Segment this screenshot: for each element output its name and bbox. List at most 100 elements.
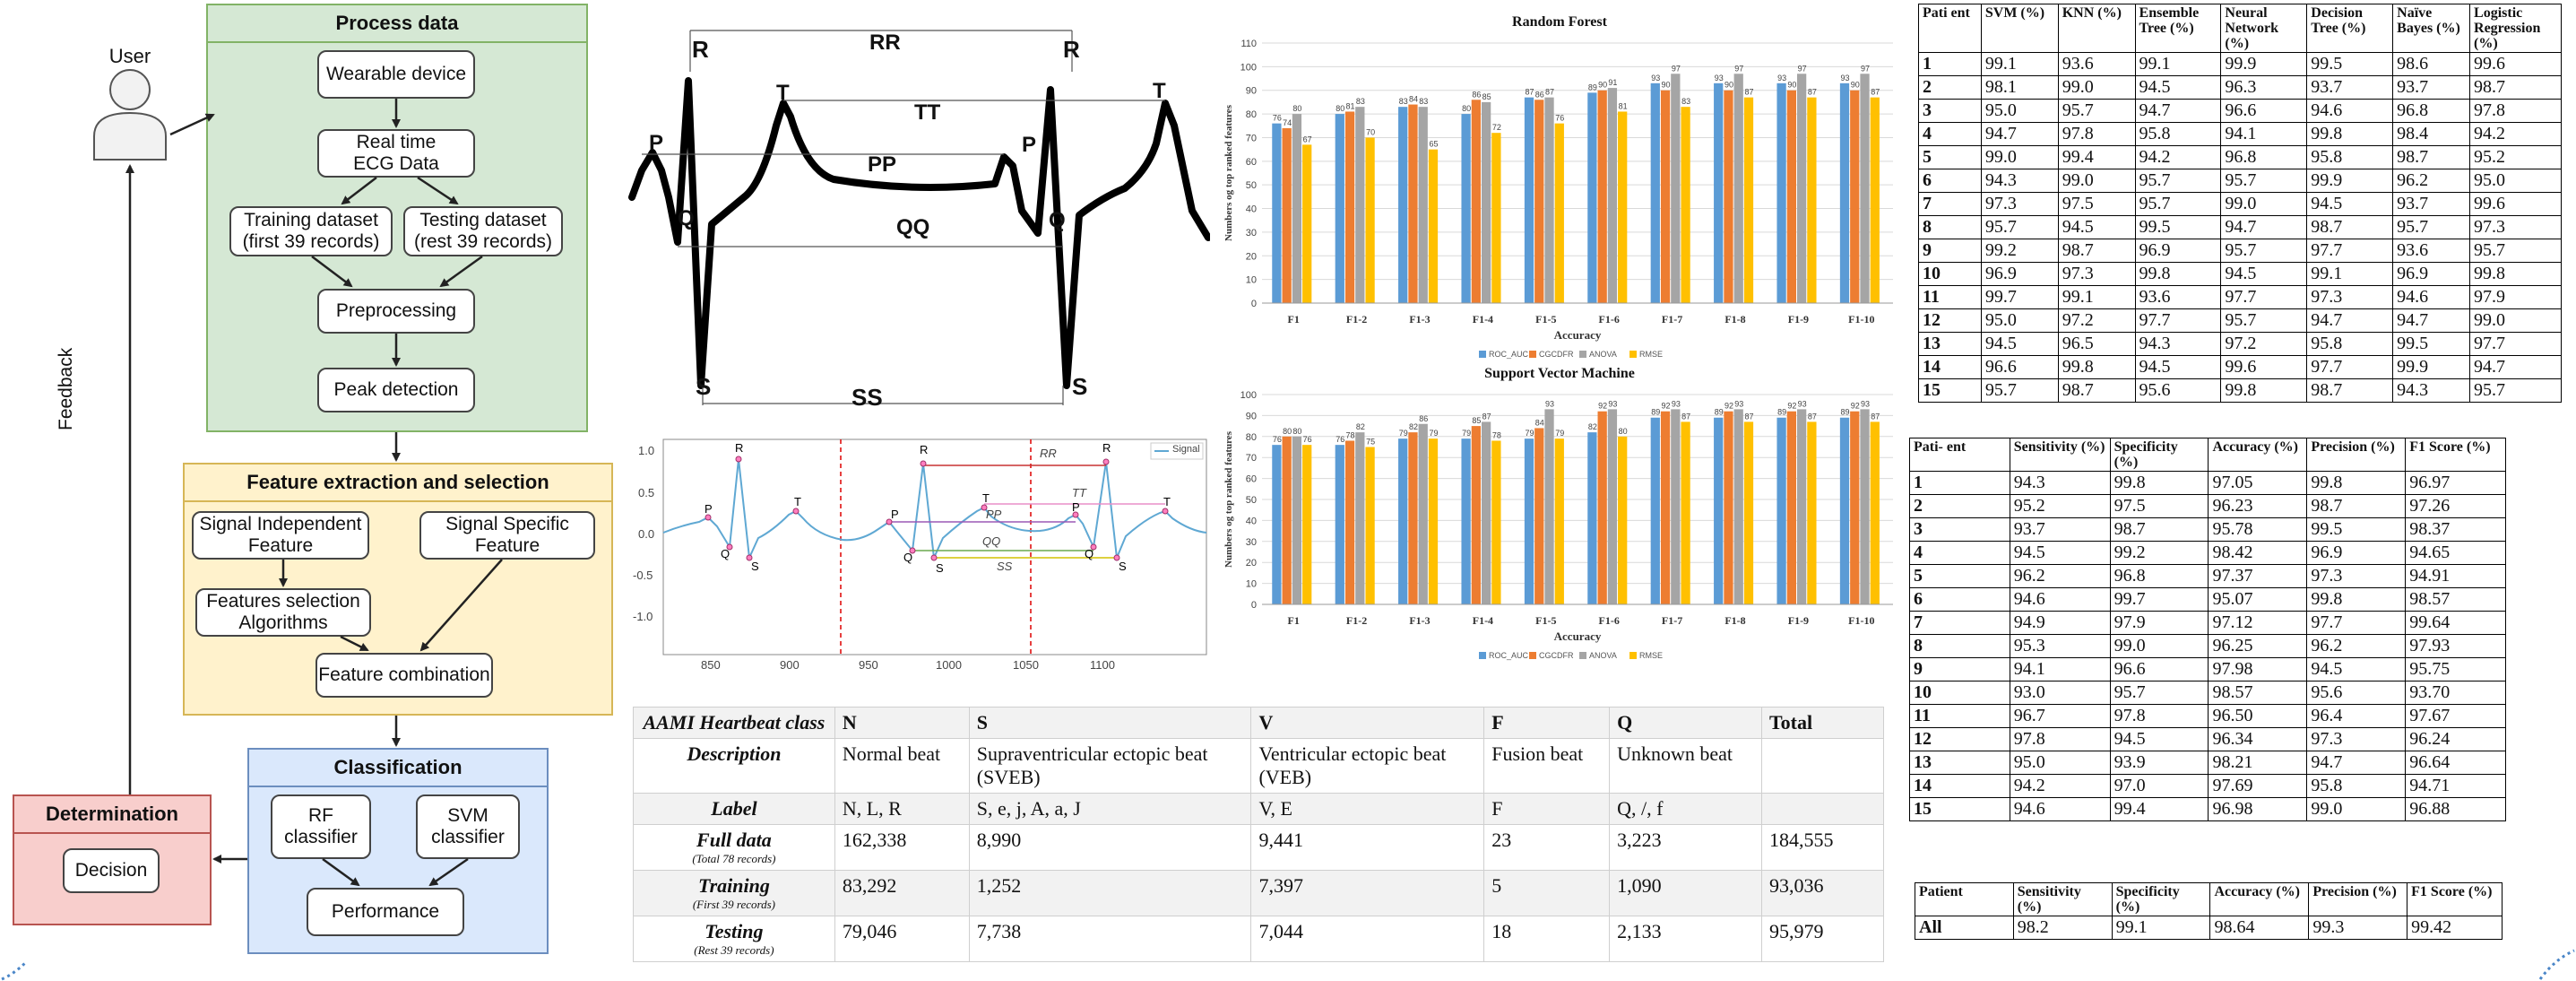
feature-extraction-header: Feature extraction and selection [185, 464, 611, 502]
metrics-table-cell: 14 [1909, 774, 2010, 798]
svm-chart: Support Vector Machine 0 10 20 30 40 50 60 70 80… [1219, 366, 1900, 671]
ecg-label-q1: Q [678, 206, 695, 230]
chart-bar [1418, 107, 1428, 303]
models-table-header-cell: Logistic Regression (%) [2469, 4, 2562, 53]
aami-header-cell: Total [1761, 707, 1884, 739]
metrics-table-cell: 98.37 [2405, 517, 2506, 542]
models-table-cell: 2 [1918, 75, 1982, 100]
models-table-cell: 97.7 [2306, 239, 2394, 263]
metrics-table-cell: 94.65 [2405, 541, 2506, 565]
metrics-table-cell: 94.71 [2405, 774, 2506, 798]
models-table-row: 14 96.6 99.8 94.5 99.6 97.7 99.9 94.7 [1918, 355, 2562, 379]
chart-ytick-label: 30 [1246, 537, 1257, 548]
aami-cell: Ventricular ectopic beat (VEB) [1250, 738, 1485, 794]
models-table-row: 10 96.9 97.3 99.8 94.5 99.1 96.9 99.8 [1918, 262, 2562, 286]
models-table-cell: 3 [1918, 99, 1982, 123]
chart-bar [1481, 101, 1491, 303]
models-table-cell: 99.4 [2057, 145, 2136, 169]
chart-category-label: F1-8 [1725, 313, 1745, 326]
models-table-cell: 93.7 [2306, 75, 2394, 100]
models-table-cell: 96.6 [1980, 355, 2059, 379]
models-table-cell: 94.7 [2134, 99, 2222, 123]
chart-bar [1344, 440, 1355, 604]
models-table-cell: 94.2 [2134, 145, 2222, 169]
ecg-signal-svg [662, 438, 1207, 655]
ecg-label-q2: Q [1049, 208, 1066, 232]
metrics-table-cell: 97.7 [2306, 611, 2407, 635]
models-table-cell: 99.1 [1980, 52, 2059, 76]
chart-bar [1776, 417, 1786, 604]
metrics-table-cell: 97.8 [2009, 727, 2111, 751]
metrics-table-cell: 98.21 [2208, 751, 2308, 775]
ecg-label-s2: S [1072, 373, 1088, 400]
chart-bar [1607, 88, 1618, 303]
models-table-cell: 94.5 [2134, 355, 2222, 379]
metrics-table-header-cell: Precision (%) [2306, 438, 2407, 472]
chart-bar [1733, 409, 1743, 604]
metrics-table-cell: 95.6 [2306, 681, 2407, 705]
chart-category-label: F1-2 [1346, 614, 1367, 627]
models-table-cell: 95.8 [2134, 122, 2222, 146]
aami-row-label-text: Label [711, 797, 757, 820]
metrics-table-cell: 96.24 [2405, 727, 2506, 751]
chart-bar [1786, 411, 1796, 604]
metrics-table-cell: 96.88 [2405, 797, 2506, 821]
metrics-table-cell: 15 [1909, 797, 2010, 821]
models-table-cell: 97.7 [2220, 285, 2308, 309]
chart-bar [1860, 409, 1870, 604]
aami-cell: 95,979 [1761, 916, 1884, 962]
chart-data-label: 74 [1283, 118, 1292, 127]
models-table-cell: 96.9 [1980, 262, 2059, 286]
models-table-cell: 95.7 [2469, 378, 2562, 403]
chart-ytick-label: 80 [1246, 432, 1257, 443]
chart-y-axis-label: Numbers og top ranked features [1223, 430, 1234, 568]
metrics-table-cell: 94.1 [2009, 657, 2111, 681]
models-table-cell: 99.0 [2469, 308, 2562, 333]
chart-data-label: 76 [1273, 114, 1282, 123]
chart-data-label: 85 [1472, 416, 1481, 425]
models-table-cell: 93.7 [2392, 75, 2471, 100]
chart-data-label: 97 [1672, 64, 1681, 73]
chart-data-label: 87 [1808, 412, 1817, 421]
models-table-cell: 94.3 [2392, 378, 2471, 403]
chart-bar [1272, 445, 1282, 604]
ecg-label-t2: T [1153, 79, 1166, 103]
summary-table-header-cell: Specificity (%) [2111, 882, 2211, 916]
metrics-table-cell: 94.2 [2009, 774, 2111, 798]
metrics-table-cell: 13 [1909, 751, 2010, 775]
metrics-table-cell: 93.70 [2405, 681, 2506, 705]
aami-header-row: AAMI Heartbeat class N S V F Q Total [633, 707, 1884, 739]
metrics-table-cell: 97.9 [2109, 611, 2209, 635]
chart-bar [1597, 411, 1607, 604]
ecg-signal-peak-label: R [735, 441, 744, 455]
chart-data-label: 87 [1681, 412, 1690, 421]
metrics-table-cell: 95.75 [2405, 657, 2506, 681]
chart-data-label: 93 [1545, 399, 1554, 408]
chart-bar [1839, 417, 1850, 604]
models-table-cell: 99.7 [1980, 285, 2059, 309]
chart-data-label: 79 [1555, 429, 1564, 438]
models-table-cell: 9 [1918, 239, 1982, 263]
chart-bar [1714, 82, 1724, 303]
models-table-cell: 95.7 [1980, 378, 2059, 403]
chart-bar [1796, 409, 1807, 604]
metrics-table-cell: 96.4 [2306, 704, 2407, 728]
models-table-header-cell: Pati ent [1918, 4, 1982, 53]
models-table-cell: 99.9 [2306, 169, 2394, 193]
models-table-cell: 99.0 [1980, 145, 2059, 169]
chart-data-label: 90 [1787, 81, 1796, 90]
metrics-table-cell: 94.6 [2009, 587, 2111, 612]
chart-bar [1743, 97, 1754, 304]
ecg-signal-ytick: 0.0 [638, 527, 655, 541]
wearable-device-node: Wearable device [317, 50, 475, 99]
models-table-cell: 93.6 [2392, 239, 2471, 263]
decision-node: Decision [63, 848, 160, 893]
flow-arrows [125, 99, 503, 887]
chart-ytick-label: 80 [1246, 109, 1257, 120]
ecg-signal-ytick: -1.0 [633, 610, 653, 623]
models-table-cell: 94.7 [2469, 355, 2562, 379]
process-data-header: Process data [208, 5, 586, 43]
metrics-table-cell: 96.64 [2405, 751, 2506, 775]
metrics-table-cell: 98.57 [2208, 681, 2308, 705]
chart-data-label: 81 [1346, 101, 1355, 110]
